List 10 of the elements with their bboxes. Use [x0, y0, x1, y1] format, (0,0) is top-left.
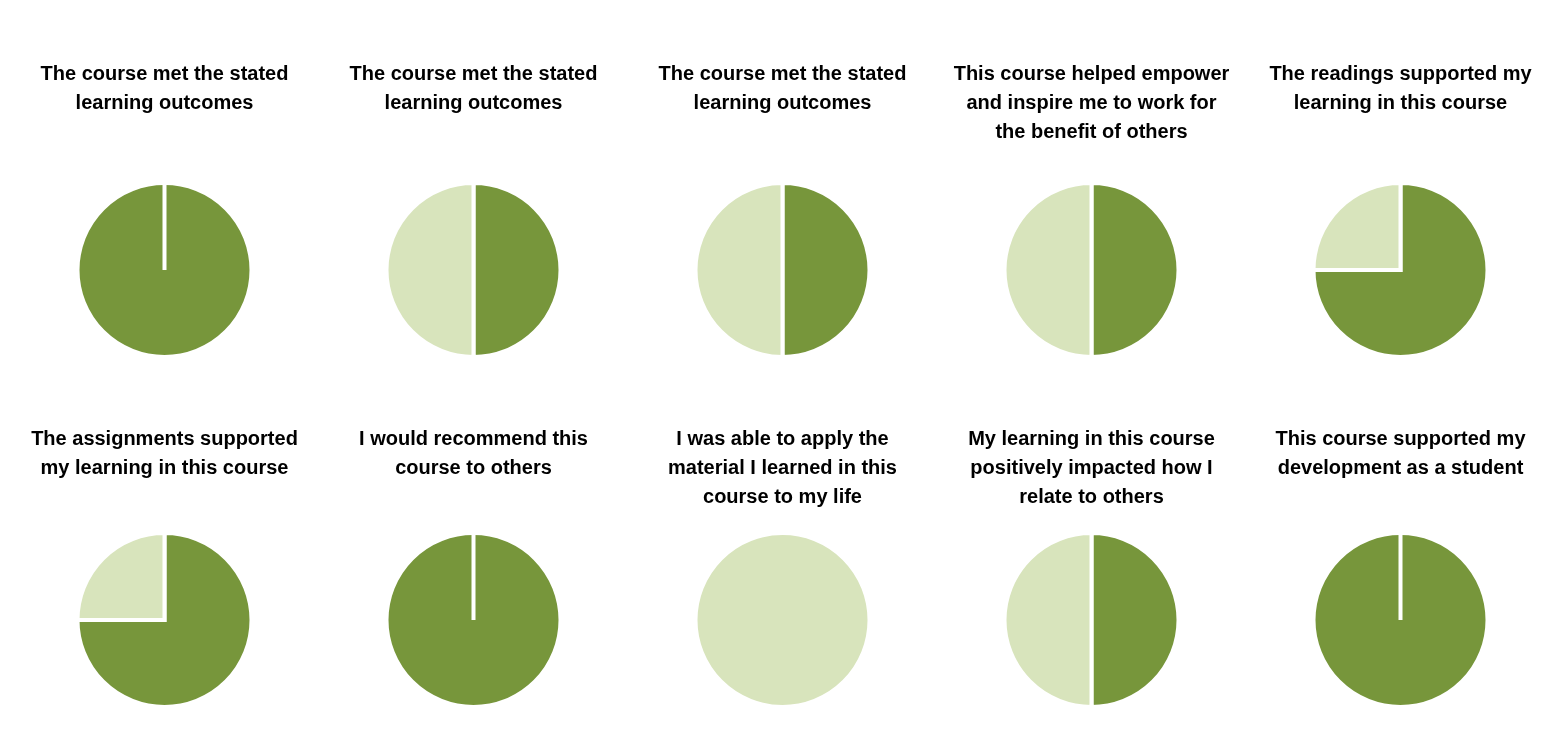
chart-title: I was able to apply the material I learned in this course to my life: [668, 427, 897, 507]
chart-title: The readings supported my learning in this course: [1269, 62, 1533, 113]
chart-title: The assignments supported my learning in this course: [31, 427, 298, 478]
chart-title: My learning in this course positively impacted how I relate to others: [968, 427, 1215, 507]
chart-title: The course met the stated learning outcomes: [658, 62, 907, 113]
chart-title: The course met the stated learning outcomes: [349, 62, 598, 113]
chart-title: The course met the stated learning outcomes: [40, 62, 289, 113]
chart-title: This course helped empower and inspire me to work for the benefit of others: [953, 62, 1230, 142]
chart-title: I would recommend this course to others: [359, 427, 588, 478]
chart-title: This course supported my development as a student: [1275, 427, 1527, 478]
